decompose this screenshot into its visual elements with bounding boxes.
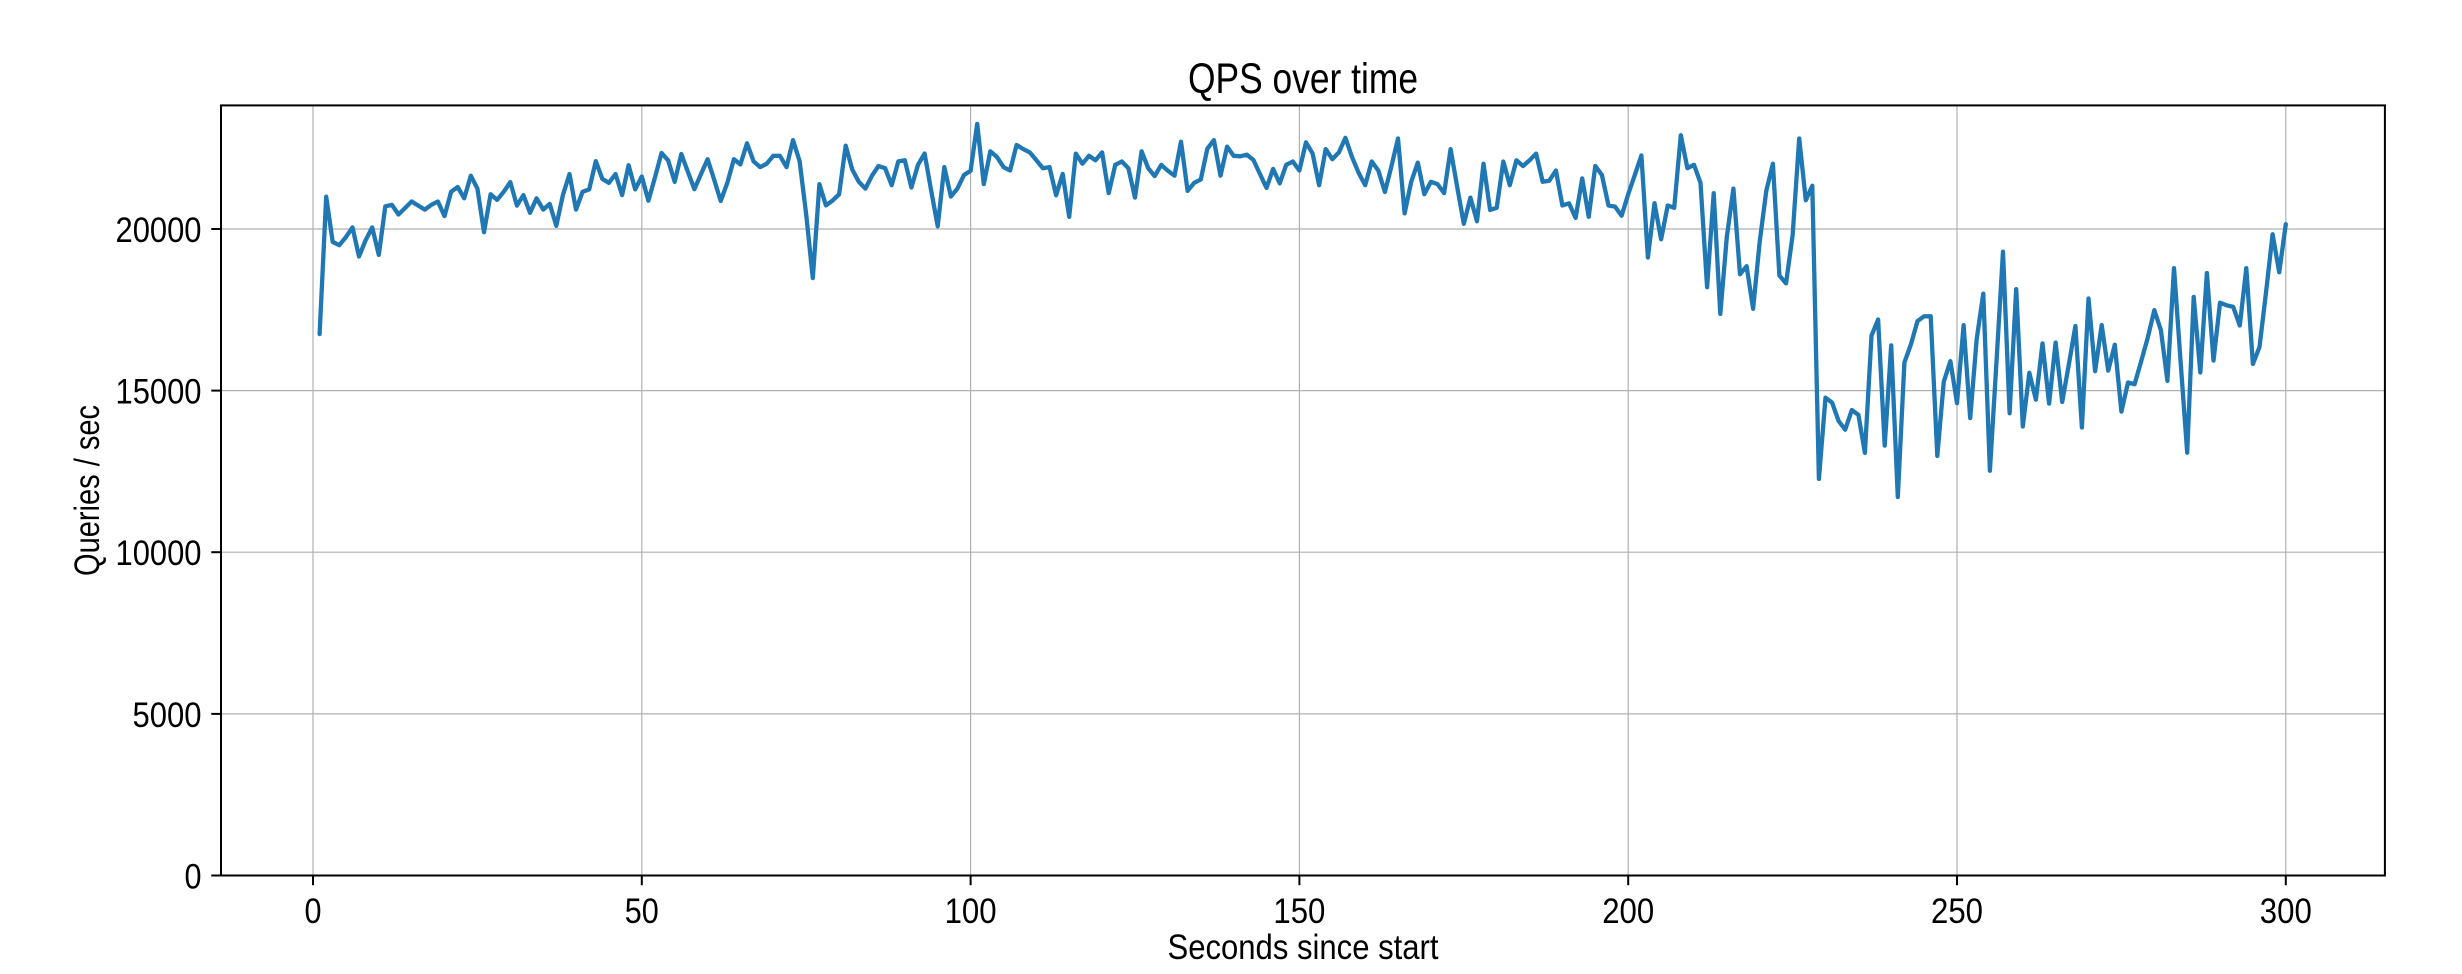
svg-text:Queries / sec: Queries / sec — [68, 405, 107, 576]
svg-text:5000: 5000 — [133, 696, 202, 735]
svg-text:20000: 20000 — [116, 211, 202, 250]
svg-text:250: 250 — [1931, 892, 1983, 931]
svg-text:100: 100 — [945, 892, 997, 931]
svg-text:QPS over time: QPS over time — [1188, 55, 1418, 103]
svg-text:Seconds since start: Seconds since start — [1168, 928, 1439, 967]
svg-text:0: 0 — [185, 858, 202, 897]
svg-text:0: 0 — [305, 892, 322, 931]
svg-text:300: 300 — [2260, 892, 2312, 931]
svg-text:200: 200 — [1602, 892, 1654, 931]
svg-text:10000: 10000 — [116, 534, 202, 573]
svg-text:15000: 15000 — [116, 373, 202, 412]
svg-text:150: 150 — [1273, 892, 1325, 931]
svg-text:50: 50 — [625, 892, 659, 931]
